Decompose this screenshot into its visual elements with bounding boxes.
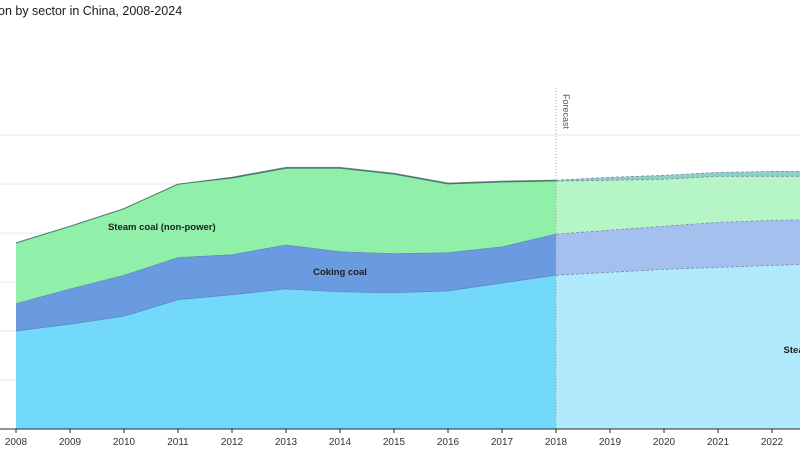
x-tick-label: 2020 [653,437,676,448]
line-steam-coal-non-power-forecast [555,175,800,182]
line-steam-coal-power-forecast [555,264,800,276]
x-tick-label: 2012 [221,437,244,448]
line-coking-coal-historical [15,233,557,304]
area-steam-coal-power-historical [16,275,556,429]
x-tick-label: 2010 [113,437,136,448]
line-other-forecast [555,171,800,181]
area-other-forecast [556,171,800,182]
x-tick-label: 2009 [59,437,82,448]
x-tick-label: 2011 [167,437,189,448]
area-coking-coal-forecast [556,219,800,276]
area-steam-coal-power-forecast [556,264,800,429]
chart-title: on by sector in China, 2008-2024 [0,4,183,18]
series-label-steam-coal-non-power: Steam coal (non-power) [108,222,216,233]
x-tick-label: 2013 [275,437,298,448]
x-tick-label: 2008 [5,437,28,448]
line-steam-coal-power-historical [15,274,557,332]
series-label-coking-coal: Coking coal [313,267,367,278]
x-tick-label: 2017 [491,437,514,448]
x-tick-label: 2021 [707,437,730,448]
x-tick-label: 2019 [599,437,622,448]
area-steam-coal-non-power-historical [16,168,556,304]
x-tick-label: 2022 [761,437,784,448]
x-tick-label: 2015 [383,437,406,448]
forecast-label: Forecast [561,94,571,130]
series-label-steam-coal-power: Stea [784,345,800,356]
x-tick-label: 2018 [545,437,568,448]
line-other-historical [15,166,557,244]
area-coking-coal-historical [16,234,556,332]
area-steam-coal-non-power-forecast [556,176,800,235]
x-tick-label: 2014 [329,437,352,448]
line-coking-coal-forecast [555,219,800,235]
x-tick-label: 2016 [437,437,460,448]
